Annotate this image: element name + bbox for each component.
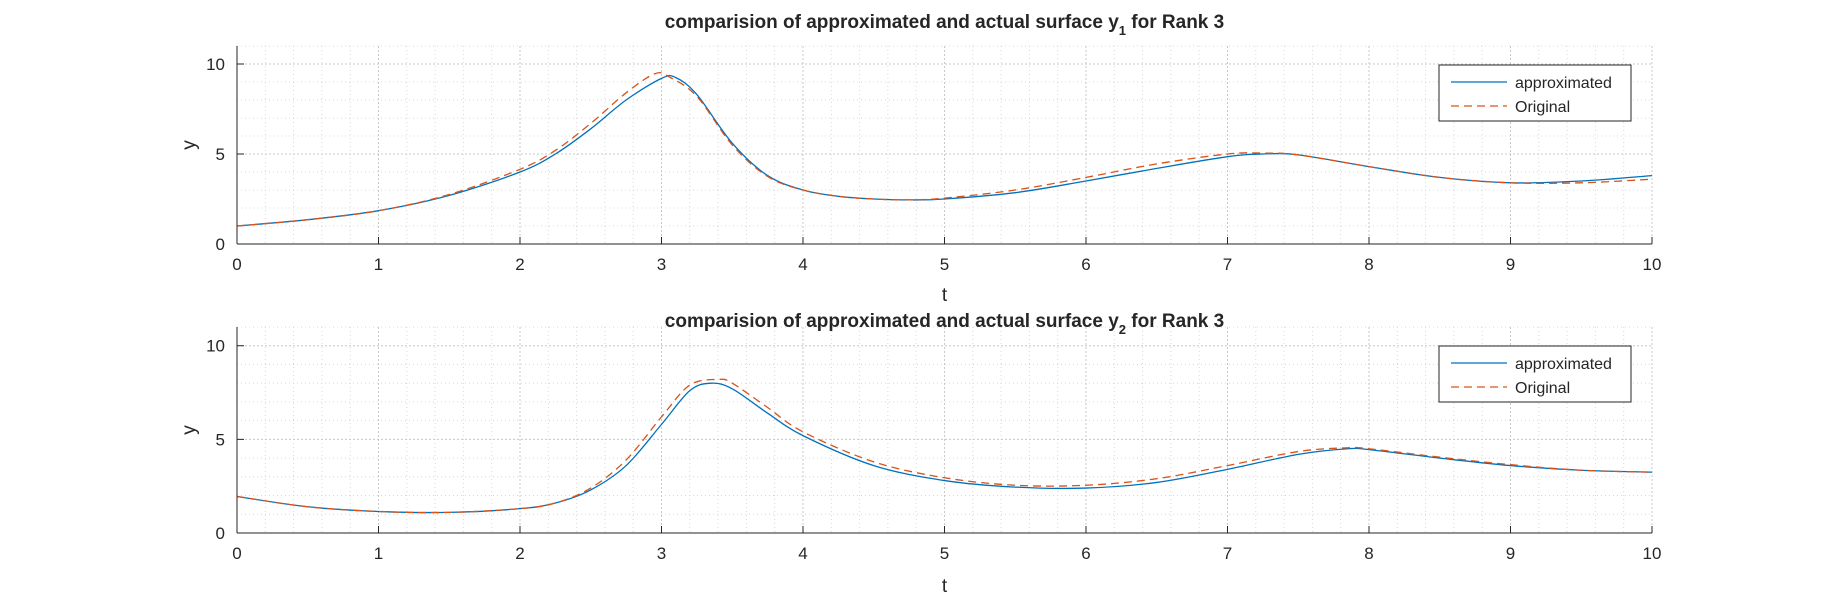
x-tick-label-y2: 9 [1506, 544, 1515, 563]
ticks-y1: 0 1 2 3 4 5 6 7 8 9 10 0 5 10 [206, 55, 1661, 274]
x-tick-label-y2: 7 [1223, 544, 1232, 563]
legend-y2: approximated Original [1438, 345, 1632, 403]
chart-title-subscript-y2: 2 [1119, 322, 1126, 337]
x-tick-label-y1: 6 [1081, 255, 1090, 274]
x-tick-label-y2: 3 [657, 544, 666, 563]
chart-title-y1: comparision of approximated and actual s… [665, 12, 1224, 38]
legend-label-approximated-y1: approximated [1515, 75, 1612, 92]
x-tick-label-y2: 4 [798, 544, 807, 563]
legend-box-y2 [1438, 345, 1632, 403]
chart-title-tail-y2: for Rank 3 [1126, 311, 1224, 332]
series-layer-y2 [236, 378, 1653, 514]
y-tick-label-y2: 10 [206, 337, 225, 356]
chart-title-main-y1: comparision of approximated and actual s… [665, 12, 1119, 33]
ticks-y2: 0 1 2 3 4 5 6 7 8 9 10 0 5 10 [206, 337, 1661, 563]
chart-title-subscript-y1: 1 [1119, 23, 1126, 38]
series-line-original-y1 [236, 71, 1653, 227]
x-tick-label-y1: 5 [940, 255, 949, 274]
y-tick-label-y2: 0 [216, 524, 225, 543]
x-tick-label-y2: 2 [515, 544, 524, 563]
x-tick-label-y2: 1 [374, 544, 383, 563]
y-tick-label-y2: 5 [216, 430, 225, 449]
y-axis-label-y2: y [179, 425, 200, 435]
plot-area-y2 [237, 327, 1652, 533]
series-line-original-y2 [236, 378, 1653, 514]
x-tick-label-y1: 9 [1506, 255, 1515, 274]
legend-label-original-y1: Original [1515, 99, 1570, 116]
chart-y1: 0 1 2 3 4 5 6 7 8 9 10 0 5 10 comparision of approxim… [179, 12, 1661, 306]
x-tick-label-y2: 5 [940, 544, 949, 563]
x-tick-label-y1: 1 [374, 255, 383, 274]
y-tick-label-y1: 10 [206, 55, 225, 74]
y-axis-label-y1: y [179, 140, 200, 150]
x-tick-label-y2: 10 [1643, 544, 1662, 563]
x-axis-label-y2: t [942, 576, 948, 597]
chart-y2: 0 1 2 3 4 5 6 7 8 9 10 0 5 10 comparision of approxim… [179, 311, 1661, 597]
y-tick-label-y1: 0 [216, 235, 225, 254]
legend-y1: approximated Original [1438, 64, 1632, 122]
x-axis-label-y1: t [942, 285, 948, 306]
legend-box-y1 [1438, 64, 1632, 122]
x-tick-label-y1: 3 [657, 255, 666, 274]
x-tick-label-y2: 0 [232, 544, 241, 563]
x-tick-label-y1: 2 [515, 255, 524, 274]
x-tick-label-y1: 0 [232, 255, 241, 274]
y-tick-label-y1: 5 [216, 145, 225, 164]
series-layer-y1 [236, 71, 1653, 227]
chart-title-y2: comparision of approximated and actual s… [665, 311, 1224, 337]
x-tick-label-y1: 10 [1643, 255, 1662, 274]
legend-label-original-y2: Original [1515, 380, 1570, 397]
x-tick-label-y1: 7 [1223, 255, 1232, 274]
legend-label-approximated-y2: approximated [1515, 356, 1612, 373]
chart-title-main-y2: comparision of approximated and actual s… [665, 311, 1119, 332]
x-tick-label-y2: 8 [1364, 544, 1373, 563]
chart-title-tail-y1: for Rank 3 [1126, 12, 1224, 33]
x-tick-label-y2: 6 [1081, 544, 1090, 563]
x-tick-label-y1: 8 [1364, 255, 1373, 274]
x-tick-label-y1: 4 [798, 255, 807, 274]
